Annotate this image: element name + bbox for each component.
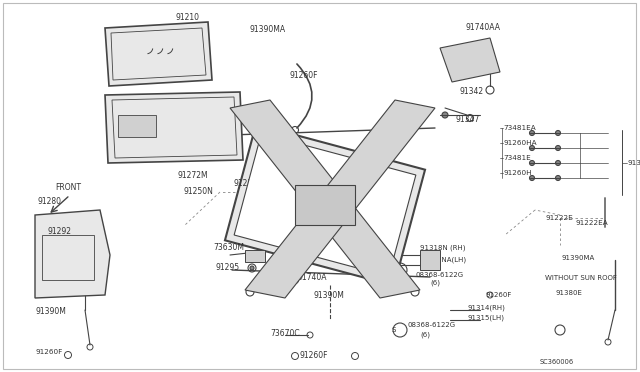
Text: 08368-6122G: 08368-6122G	[408, 322, 456, 328]
Circle shape	[318, 196, 326, 204]
Circle shape	[529, 160, 534, 166]
Text: WITHOUT SUN ROOF: WITHOUT SUN ROOF	[545, 275, 617, 281]
Text: S: S	[392, 267, 396, 273]
Text: 91390M: 91390M	[35, 308, 66, 317]
Polygon shape	[105, 92, 243, 163]
Text: 91390MA: 91390MA	[250, 26, 286, 35]
Text: S: S	[392, 327, 396, 333]
Circle shape	[556, 131, 561, 135]
Text: 91292: 91292	[48, 228, 72, 237]
Text: 91260F: 91260F	[290, 71, 319, 80]
Circle shape	[411, 288, 419, 296]
Circle shape	[307, 332, 313, 338]
Text: FRONT: FRONT	[55, 183, 81, 192]
Circle shape	[291, 126, 298, 134]
Circle shape	[556, 145, 561, 151]
Text: 91380E: 91380E	[555, 290, 582, 296]
Text: 91260F: 91260F	[486, 292, 513, 298]
Circle shape	[555, 325, 565, 335]
Text: 73481E: 73481E	[503, 155, 531, 161]
Text: 91315(LH): 91315(LH)	[468, 315, 505, 321]
Text: 91318NA(LH): 91318NA(LH)	[420, 257, 467, 263]
Text: 91740A: 91740A	[298, 273, 328, 282]
Text: 91260F: 91260F	[35, 349, 62, 355]
Bar	[245, 250, 265, 262]
Text: 91318N (RH): 91318N (RH)	[420, 245, 465, 251]
Text: 91280: 91280	[38, 198, 62, 206]
Text: SC360006: SC360006	[540, 359, 574, 365]
Bar	[295, 185, 355, 225]
Bar	[420, 250, 440, 270]
Bar	[118, 115, 156, 137]
Text: 91314(RH): 91314(RH)	[468, 305, 506, 311]
Circle shape	[556, 160, 561, 166]
Circle shape	[250, 266, 254, 270]
Circle shape	[487, 292, 493, 298]
Circle shape	[411, 108, 419, 116]
Text: (6): (6)	[420, 332, 430, 338]
Text: 91210: 91210	[175, 13, 199, 22]
Circle shape	[486, 86, 494, 94]
Text: 91342: 91342	[460, 87, 484, 96]
Circle shape	[291, 276, 298, 283]
Circle shape	[487, 67, 493, 73]
Bar	[42, 235, 94, 280]
Circle shape	[529, 145, 534, 151]
Polygon shape	[245, 100, 435, 298]
Polygon shape	[225, 124, 425, 286]
Circle shape	[246, 108, 254, 116]
Text: 91260HA: 91260HA	[503, 140, 536, 146]
Circle shape	[393, 263, 407, 277]
Circle shape	[351, 353, 358, 359]
Text: 08368-6122G: 08368-6122G	[415, 272, 463, 278]
Text: 73670C: 73670C	[270, 328, 300, 337]
Text: 91740AA: 91740AA	[465, 23, 500, 32]
Text: 91260F: 91260F	[300, 350, 328, 359]
Circle shape	[442, 112, 448, 118]
Text: 91255: 91255	[234, 179, 258, 187]
Text: 91306: 91306	[627, 160, 640, 166]
Circle shape	[65, 352, 72, 359]
Text: 91222E: 91222E	[545, 215, 573, 221]
Circle shape	[556, 176, 561, 180]
Polygon shape	[440, 38, 500, 82]
Text: 91222EA: 91222EA	[575, 220, 608, 226]
Circle shape	[467, 115, 474, 122]
Text: 91295: 91295	[215, 263, 239, 273]
Text: 91390M: 91390M	[313, 291, 344, 299]
Polygon shape	[234, 134, 416, 276]
Text: 73630M: 73630M	[213, 244, 244, 253]
Text: 91250N: 91250N	[183, 187, 213, 196]
Circle shape	[246, 288, 254, 296]
Text: 91272M: 91272M	[178, 170, 209, 180]
Text: 91347: 91347	[455, 115, 479, 125]
Text: 91260H: 91260H	[503, 170, 532, 176]
Text: 91390MA: 91390MA	[562, 255, 595, 261]
Circle shape	[529, 176, 534, 180]
Circle shape	[393, 323, 407, 337]
Circle shape	[87, 344, 93, 350]
Polygon shape	[230, 100, 420, 298]
Text: 73481EA: 73481EA	[503, 125, 536, 131]
Polygon shape	[105, 22, 212, 86]
Polygon shape	[35, 210, 110, 298]
Text: (6): (6)	[430, 280, 440, 286]
Circle shape	[248, 264, 256, 272]
Circle shape	[291, 353, 298, 359]
Circle shape	[529, 131, 534, 135]
Circle shape	[605, 339, 611, 345]
